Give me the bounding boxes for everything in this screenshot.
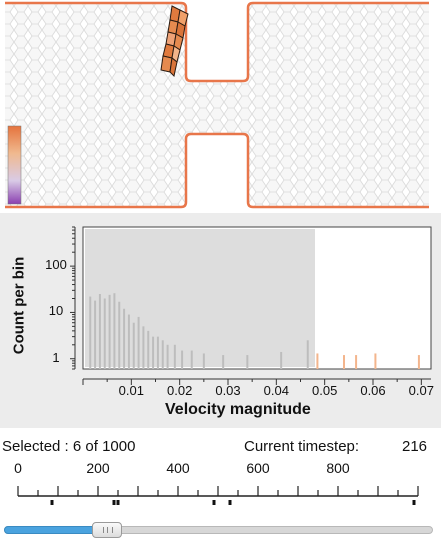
event-marker [50,500,54,505]
histogram-bar [306,340,309,369]
grip-icon-center [107,527,108,533]
x-tick-label: 0.06 [360,383,386,398]
histogram-bar [152,336,155,369]
scale-labels: 0 200 400 600 800 [0,458,441,488]
simulation-canvas[interactable] [0,0,441,213]
histogram-bar [156,336,159,369]
histogram-bar [103,298,106,369]
event-marker [228,500,232,505]
event-marker [116,500,120,505]
histogram-bar [123,308,126,369]
histogram-bar [280,351,283,369]
histogram-bar [118,301,121,369]
histogram-bar [355,355,358,369]
grip-icon [103,527,113,533]
x-tick-label: 0.05 [312,383,338,398]
x-axis-label: Velocity magnitude [165,401,311,418]
histogram-bar [89,296,92,369]
x-axis-ticks [82,379,422,385]
timestep-scale-svg [17,486,419,505]
histogram-panel: 1 10 100 0.01 0.02 0.03 0.04 0.05 0.06 0.07 Coun… [0,213,441,428]
controls-panel: Selected : 6 of 1000 Current timestep: 2… [0,428,441,550]
histogram-bars [89,293,420,369]
histogram-bar [166,344,169,369]
simulation-view[interactable] [0,0,441,213]
histogram-bar [108,294,111,369]
scale-label: 200 [86,460,110,476]
y-tick-labels: 1 10 100 [0,213,75,428]
y-tick-label: 100 [45,257,67,273]
histogram-bar [161,340,164,369]
scale-ticks [17,486,419,496]
histogram-bar [98,294,101,369]
x-tick-label: 0.01 [118,383,144,398]
selected-particles [160,5,189,78]
histogram-bar [181,350,184,369]
timestep-slider[interactable] [4,522,433,538]
timestep-label: Current timestep: [244,438,360,455]
timestep-scale: 0 200 400 600 800 [0,458,441,513]
histogram-bar [127,314,130,369]
histogram-bar [132,322,135,369]
x-tick-label: 0.03 [215,383,241,398]
histogram-bar [417,355,420,369]
y-tick-label: 1 [52,349,60,365]
histogram-bar [246,355,249,369]
histogram-bar [190,350,193,369]
histogram-bar [173,344,176,369]
histogram-bar [374,353,377,369]
channel-walls [5,1,429,209]
colorbar [7,125,22,205]
histogram-bar [94,300,97,369]
scale-label: 400 [166,460,190,476]
scale-label: 0 [14,460,22,476]
event-marker [112,500,116,505]
timestep-value: 216 [402,438,428,455]
x-tick-label: 0.07 [408,383,434,398]
event-marker [212,500,216,505]
scale-label: 600 [246,460,270,476]
histogram-bar [137,316,140,369]
y-axis-label: Count per bin [10,256,28,355]
scale-event-markers [50,500,416,505]
histogram-bar [147,330,150,369]
event-marker [412,500,416,505]
x-tick-labels: 0.01 0.02 0.03 0.04 0.05 0.06 0.07 [0,213,441,428]
slider-thumb[interactable] [92,522,122,538]
y-tick-label: 10 [48,303,64,319]
histogram-bar [113,293,116,369]
histogram-bar [142,326,145,369]
histogram-chart[interactable] [0,213,441,428]
selection-status: Selected : 6 of 1000 [2,438,136,455]
histogram-bar [343,355,345,369]
channel-domain [5,3,429,207]
histogram-bar [202,353,205,369]
x-tick-label: 0.04 [263,383,289,398]
scale-label: 800 [326,460,350,476]
histogram-bar [316,353,319,369]
histogram-bar [222,355,225,369]
x-tick-label: 0.02 [167,383,193,398]
